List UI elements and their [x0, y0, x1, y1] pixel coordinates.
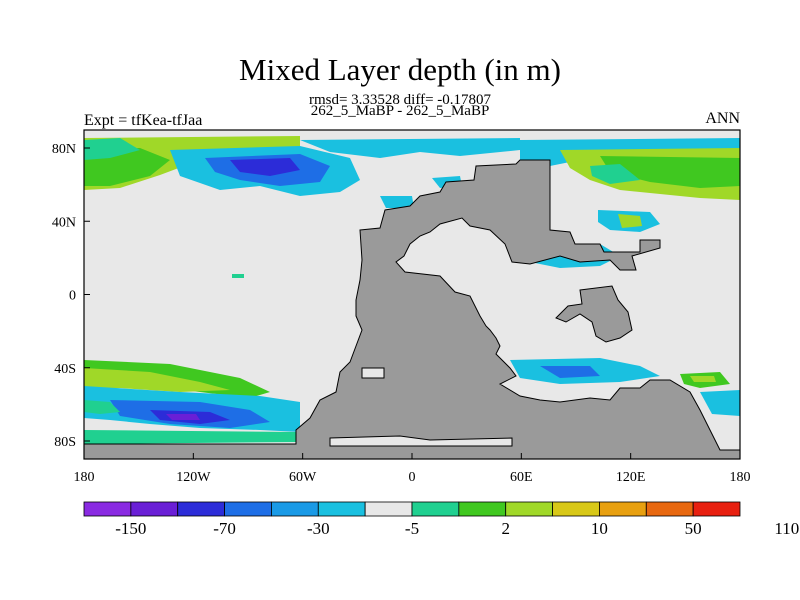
colorbar-label: -70	[213, 519, 236, 538]
southern-ocean-west-positive	[84, 368, 230, 392]
season-label: ANN	[705, 110, 740, 127]
runs-line: 262_5_MaBP - 262_5_MaBP	[310, 103, 490, 119]
southern-ocean-green-strip	[84, 400, 120, 414]
map-title: Mixed Layer depth (in m)	[239, 52, 561, 87]
colorbar-swatch	[599, 501, 647, 517]
antarctic-coast-inlet	[329, 435, 513, 447]
x-tick-label: 180	[730, 470, 751, 485]
x-tick-label: 0	[409, 470, 416, 485]
colorbar-label: -30	[307, 519, 330, 538]
experiment-label: Expt = tfKea-tfJaa	[84, 112, 203, 129]
island-east-pacific	[555, 285, 633, 343]
arctic-east-teal	[590, 164, 640, 184]
colorbar-swatch	[645, 501, 694, 517]
land-main-continent	[84, 159, 740, 459]
rmsd-diff-line: rmsd= 3.33528 diff= -0.17807	[308, 92, 492, 108]
map-field	[84, 130, 740, 459]
x-tick-label: 180	[74, 470, 95, 485]
x-tick-label: 120E	[616, 470, 646, 485]
greenland-sea-dark	[230, 158, 300, 176]
colorbar-swatch	[271, 501, 319, 517]
tropical-green-patch	[232, 274, 244, 278]
ne-pacific-positive	[618, 214, 642, 228]
colorbar-swatch	[317, 501, 366, 517]
y-tick-label: 0	[69, 289, 76, 304]
colorbar-swatch	[130, 501, 179, 517]
colorbar-swatch	[552, 501, 600, 517]
lake-patch	[361, 367, 385, 379]
x-tick-label: 60E	[510, 470, 533, 485]
southern-ocean-east-blue	[540, 366, 600, 378]
stats-block: rmsd= 3.33528 diff= -0.17807 262_5_MaBP …	[0, 93, 800, 119]
colorbar-swatch	[364, 501, 413, 517]
colorbar-label: -5	[405, 519, 419, 538]
arctic-east-green	[600, 156, 740, 188]
colorbar-swatch	[505, 501, 553, 517]
colorbar-label: 110	[774, 519, 799, 538]
colorbar-swatch	[692, 501, 741, 517]
southern-ocean-west-purple	[166, 414, 200, 420]
southern-ocean-far-east-light-blue	[700, 390, 740, 416]
y-tick-label: 40S	[54, 362, 76, 377]
southern-ocean-east-positive	[690, 376, 716, 382]
y-tick-label: 40N	[52, 215, 76, 230]
colorbar-label: 2	[501, 519, 510, 538]
southern-ocean-far-south-teal	[84, 430, 300, 444]
atlantic-midlat-light-blue	[380, 196, 414, 208]
axis-ticks: 180 120W 60W 0 60E 120E 180 80N 40N 0 40S 80S	[52, 142, 751, 485]
arctic-light-blue-strip	[300, 138, 520, 158]
colorbar-swatch	[411, 501, 460, 517]
colorbar-label: 10	[591, 519, 608, 538]
colorbar-swatch	[83, 501, 132, 517]
colorbar-label: -150	[115, 519, 146, 538]
colorbar-swatch	[224, 501, 272, 517]
colorbar-swatch	[458, 501, 507, 517]
colorbar: -150 -70 -30 -5 2 10 50 110	[83, 501, 799, 538]
colorbar-label: 50	[685, 519, 702, 538]
x-tick-label: 60W	[289, 470, 317, 485]
y-tick-label: 80N	[52, 142, 76, 157]
arctic-band-teal	[84, 138, 140, 160]
colorbar-swatch	[177, 501, 225, 517]
x-tick-label: 120W	[176, 470, 211, 485]
y-tick-label: 80S	[54, 435, 76, 450]
